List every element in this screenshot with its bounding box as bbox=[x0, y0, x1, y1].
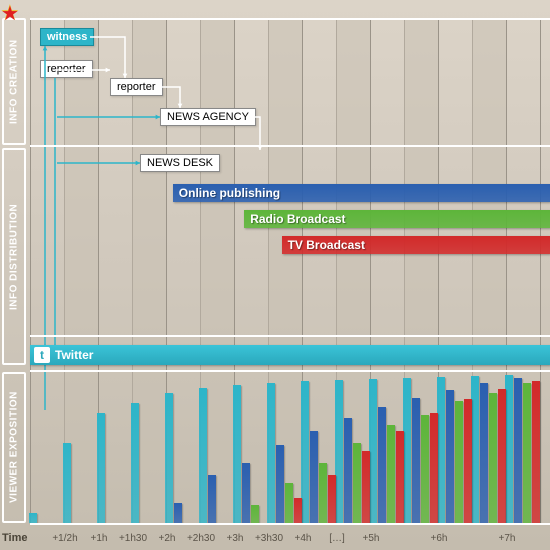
hbar-label-radio: Radio Broadcast bbox=[250, 212, 345, 226]
section-label-0: INFO CREATION bbox=[2, 18, 26, 145]
vbar-3-9 bbox=[362, 451, 370, 523]
xlabel-4: +2h30 bbox=[186, 533, 216, 544]
vbar-3-11 bbox=[430, 413, 438, 523]
vbar-2-13 bbox=[489, 393, 497, 523]
xlabel-13: +7h bbox=[492, 533, 522, 544]
vbar-0-10 bbox=[369, 379, 377, 523]
twitter-bar: t Twitter bbox=[30, 345, 550, 365]
vbar-2-9 bbox=[353, 443, 361, 523]
vbar-2-10 bbox=[387, 425, 395, 523]
section-label-2: VIEWER EXPOSITION bbox=[2, 372, 26, 523]
vbar-3-8 bbox=[328, 475, 336, 523]
chart-area: witnessreporterreporterNEWS AGENCYNEWS D… bbox=[30, 0, 550, 550]
vbar-3-12 bbox=[464, 399, 472, 523]
vbar-2-11 bbox=[421, 415, 429, 523]
vbar-0-7 bbox=[267, 383, 275, 523]
vbar-0-2 bbox=[97, 413, 105, 523]
vbar-1-9 bbox=[344, 418, 352, 523]
xlabel-6: +3h30 bbox=[254, 533, 284, 544]
vbar-1-8 bbox=[310, 431, 318, 523]
vbar-2-14 bbox=[523, 383, 531, 523]
vbar-0-9 bbox=[335, 380, 343, 523]
vbar-0-4 bbox=[165, 393, 173, 523]
vbar-2-12 bbox=[455, 401, 463, 523]
xlabel-0: +1/2h bbox=[50, 533, 80, 544]
vbar-0-1 bbox=[63, 443, 71, 523]
xlabel-3: +2h bbox=[152, 533, 182, 544]
vbar-1-4 bbox=[174, 503, 182, 523]
hbar-label-tv: TV Broadcast bbox=[288, 238, 365, 252]
vbar-1-11 bbox=[412, 398, 420, 523]
vbar-2-8 bbox=[319, 463, 327, 523]
vbar-0-3 bbox=[131, 403, 139, 523]
vbar-3-7 bbox=[294, 498, 302, 523]
vbar-3-14 bbox=[532, 381, 540, 523]
vbar-0-8 bbox=[301, 381, 309, 523]
time-axis-title: Time bbox=[2, 532, 27, 544]
vbar-1-10 bbox=[378, 407, 386, 523]
vbar-0-12 bbox=[437, 377, 445, 523]
xlabel-2: +1h30 bbox=[118, 533, 148, 544]
vbar-0-5 bbox=[199, 388, 207, 523]
vbar-3-10 bbox=[396, 431, 404, 523]
vbar-2-6 bbox=[251, 505, 259, 523]
vbar-1-13 bbox=[480, 383, 488, 523]
event-star-inner: ★ bbox=[1, 1, 19, 26]
xlabel-8: […] bbox=[322, 533, 352, 544]
vbar-1-12 bbox=[446, 390, 454, 523]
vbar-0-6 bbox=[233, 385, 241, 523]
vbar-1-7 bbox=[276, 445, 284, 523]
xlabel-9: +5h bbox=[356, 533, 386, 544]
vbar-0-11 bbox=[403, 378, 411, 523]
vbar-0-13 bbox=[471, 376, 479, 523]
vbar-3-13 bbox=[498, 389, 506, 523]
hbar-label-online: Online publishing bbox=[179, 186, 280, 200]
vbar-0-0 bbox=[29, 513, 37, 523]
xlabel-5: +3h bbox=[220, 533, 250, 544]
xlabel-1: +1h bbox=[84, 533, 114, 544]
xlabel-11: +6h bbox=[424, 533, 454, 544]
xlabel-7: +4h bbox=[288, 533, 318, 544]
vbar-1-14 bbox=[514, 378, 522, 523]
vbar-0-14 bbox=[505, 375, 513, 523]
vbar-1-6 bbox=[242, 463, 250, 523]
twitter-label: Twitter bbox=[55, 348, 93, 362]
vbar-1-5 bbox=[208, 475, 216, 523]
vbar-2-7 bbox=[285, 483, 293, 523]
twitter-icon: t bbox=[34, 347, 50, 363]
section-label-1: INFO DISTRIBUTION bbox=[2, 148, 26, 365]
